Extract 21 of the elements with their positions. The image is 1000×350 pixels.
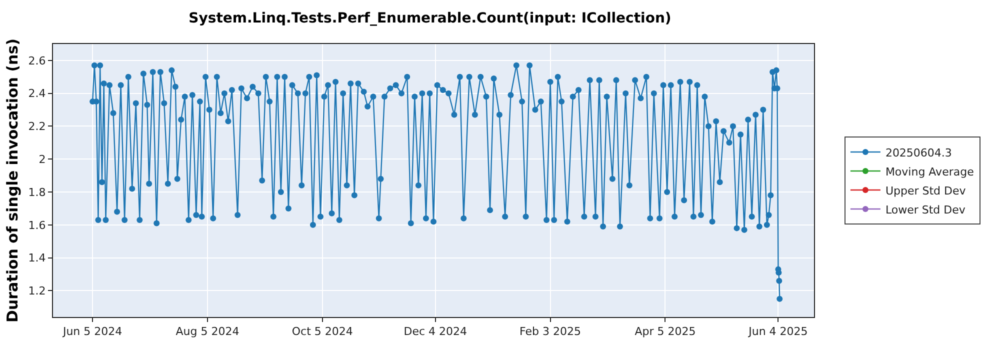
- y-tick-label: 1.2: [28, 284, 46, 298]
- y-axis-title: Duration of single invocation (ns): [4, 38, 22, 322]
- x-tick-label: Dec 4 2024: [404, 325, 468, 338]
- y-tick-label: 2: [38, 152, 46, 166]
- x-tick-label: Apr 5 2025: [634, 325, 696, 338]
- y-tick-label: 1.4: [28, 252, 46, 265]
- y-tick-label: 1.6: [28, 218, 46, 232]
- x-tick-label: Feb 3 2025: [520, 325, 582, 338]
- chart-title: System.Linq.Tests.Perf_Enumerable.Count(input: ICollection): [188, 10, 672, 26]
- y-tick-label: 2.6: [28, 54, 46, 68]
- legend-label: Moving Average: [885, 165, 974, 178]
- y-tick-label: 2.4: [28, 87, 46, 100]
- legend-label: 20250604.3: [885, 146, 952, 160]
- x-tick-label: Jun 4 2025: [748, 325, 808, 338]
- x-tick-label: Aug 5 2024: [176, 325, 240, 338]
- x-tick-label: Oct 5 2024: [292, 325, 353, 338]
- legend-label: Lower Std Dev: [885, 203, 966, 216]
- y-tick-label: 2.2: [28, 120, 46, 134]
- x-tick-label: Jun 5 2024: [62, 325, 122, 338]
- y-tick-label: 1.8: [28, 186, 46, 199]
- legend-label: Upper Std Dev: [885, 184, 966, 198]
